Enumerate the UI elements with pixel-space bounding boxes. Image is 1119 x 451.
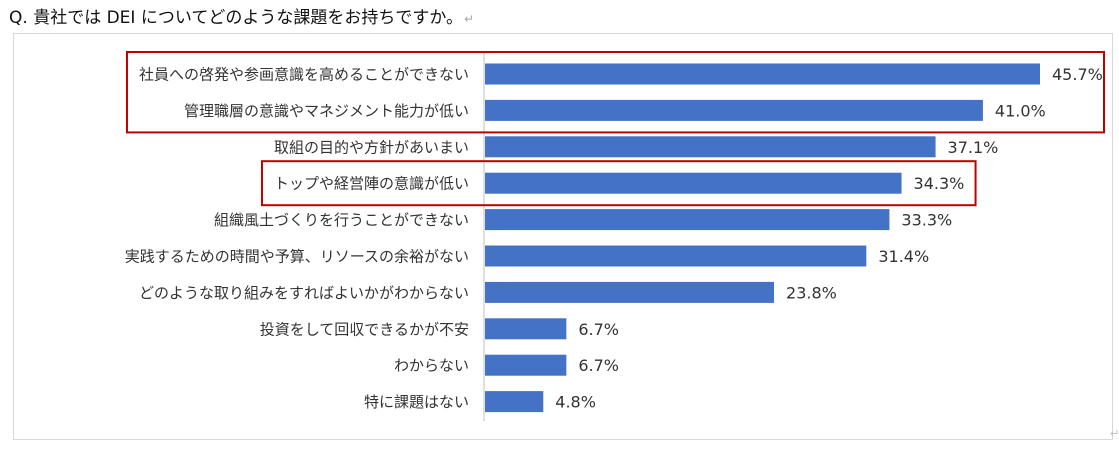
value-label: 4.8% [555, 393, 596, 412]
bar [485, 63, 1040, 85]
value-label: 34.3% [914, 174, 965, 193]
category-label: トップや経営陣の意識が低い [274, 175, 469, 193]
paragraph-mark-icon-bottom: ↵ [1110, 427, 1119, 440]
category-label: 組織風土づくりを行うことができない [214, 211, 469, 229]
value-label: 6.7% [578, 356, 619, 375]
chart-frame [13, 33, 1113, 440]
value-label: 31.4% [878, 247, 929, 266]
category-label: 社員への啓発や参画意識を高めることができない [139, 66, 469, 84]
category-label: 投資をして回収できるかが不安 [260, 320, 469, 338]
bar [485, 136, 936, 158]
bar [485, 318, 567, 340]
question-text: Q. 貴社では DEI についてどのような課題をお持ちですか。 [9, 8, 463, 28]
value-label: 23.8% [786, 283, 837, 302]
category-label: 特に課題はない [364, 393, 469, 411]
bar [485, 209, 890, 231]
paragraph-mark-icon: ↵ [464, 12, 475, 26]
bar [485, 245, 867, 267]
bar [485, 354, 567, 376]
value-label: 41.0% [995, 101, 1046, 120]
bar [485, 281, 775, 303]
bar [485, 99, 983, 121]
category-label: わからない [394, 357, 469, 375]
category-label: 実践するための時間や予算、リソースの余裕がない [125, 248, 469, 266]
value-label: 37.1% [948, 138, 999, 157]
category-label: 管理職層の意識やマネジメント能力が低い [184, 102, 469, 120]
value-label: 33.3% [901, 211, 952, 230]
highlight-box [125, 51, 1105, 134]
bar [485, 172, 902, 194]
question-title: Q. 貴社では DEI についてどのような課題をお持ちですか。↵ [9, 6, 474, 30]
value-label: 45.7% [1052, 65, 1103, 84]
value-label: 6.7% [578, 320, 619, 339]
highlight-box [260, 160, 977, 207]
category-label: どのような取り組みをすればよいかがわからない [139, 284, 469, 302]
category-label: 取組の目的や方針があいまい [274, 138, 469, 156]
bar [485, 391, 544, 413]
